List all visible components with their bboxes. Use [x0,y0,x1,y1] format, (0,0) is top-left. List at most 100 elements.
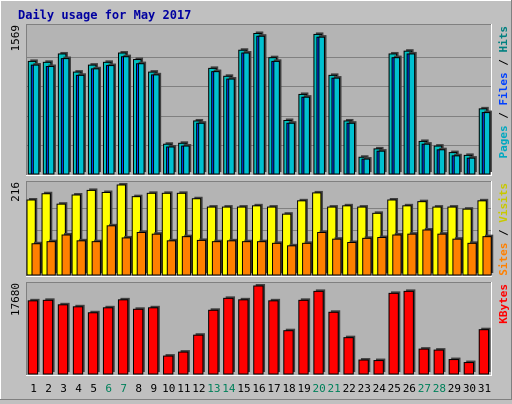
bar-pages-day-1 [32,64,40,175]
bar-sites-day-13 [211,241,222,276]
bar-pages-day-22 [348,122,356,175]
bar-pages-day-23 [363,158,371,175]
bar-pages-day-4 [77,74,85,175]
bar-pages-day-5 [92,68,100,175]
bar-kbytes-day-21 [328,311,339,375]
bar-kbytes-day-19 [298,299,309,375]
bar-sites-day-14 [226,240,237,276]
x-label-day-3: 3 [60,382,67,395]
bar-sites-day-4 [76,240,86,276]
bar-pages-day-10 [168,146,175,175]
bar-visits-day-4 [71,194,81,276]
bar-pages-day-11 [183,145,190,175]
bar-sites-day-1 [31,243,41,276]
bar-kbytes-day-8 [132,308,144,375]
bar-sites-day-18 [287,245,297,276]
bar-visits-day-12 [191,198,202,276]
bar-sites-day-12 [196,239,207,276]
bar-pages-day-15 [243,52,250,175]
bar-kbytes-day-6 [102,307,114,375]
bar-pages-day-24 [378,150,386,175]
bar-sites-day-28 [437,233,447,276]
bar-kbytes-day-1 [27,300,39,375]
bar-kbytes-day-20 [313,290,324,375]
bar-sites-day-9 [151,233,162,276]
x-label-day-29: 29 [448,382,461,395]
panel-top-legend-item: Hits [497,26,510,53]
x-label-day-8: 8 [135,382,142,395]
bar-pages-day-7 [123,56,130,175]
panel-top-legend-item: / [497,53,510,73]
x-label-day-23: 23 [358,382,371,395]
x-label-day-1: 1 [30,382,37,395]
x-label-day-19: 19 [297,382,310,395]
bar-sites-day-23 [362,237,372,276]
x-label-day-14: 14 [222,382,236,395]
bar-sites-day-20 [317,232,327,276]
bar-kbytes-day-16 [253,285,264,375]
bar-pages-day-16 [258,35,265,175]
bar-kbytes-day-11 [178,351,189,375]
bar-sites-day-27 [422,229,432,276]
panel-top-legend-item: Files [497,72,510,105]
bar-kbytes-day-14 [223,297,234,375]
x-label-day-15: 15 [237,382,250,395]
bar-kbytes-day-30 [463,362,475,375]
bar-pages-day-9 [153,74,160,175]
bar-kbytes-day-27 [418,348,429,375]
panel-middle-legend: Sites / Visits [497,183,510,276]
bar-pages-day-31 [483,112,491,175]
bar-pages-day-20 [318,36,325,175]
bar-sites-day-16 [256,241,267,276]
bar-sites-day-24 [377,237,387,276]
bar-pages-day-25 [393,57,401,175]
bar-sites-day-3 [61,234,71,276]
bar-visits-day-10 [161,192,172,276]
x-label-day-25: 25 [388,382,401,395]
bar-sites-day-5 [91,241,101,276]
bar-visits-day-17 [267,206,277,276]
x-label-day-6: 6 [105,382,112,395]
bar-sites-day-30 [467,242,477,276]
x-label-day-4: 4 [75,382,82,395]
bar-pages-day-29 [453,155,461,175]
bar-kbytes-day-31 [478,329,490,375]
bar-sites-day-7 [121,237,131,276]
bar-sites-day-21 [332,238,342,276]
bar-kbytes-day-22 [343,337,354,375]
bar-pages-day-21 [333,77,340,175]
bar-kbytes-day-29 [448,359,459,375]
x-label-day-28: 28 [433,382,446,395]
bar-kbytes-day-15 [238,299,249,375]
panel-top: 1569 Pages / Files / Hits [9,24,510,176]
bar-kbytes-day-26 [403,290,414,375]
bar-sites-day-17 [272,242,282,276]
x-label-day-5: 5 [90,382,97,395]
bar-visits-day-5 [86,189,96,276]
x-label-day-9: 9 [150,382,157,395]
panel-middle: 216 Sites / Visits [9,181,510,277]
x-label-day-11: 11 [177,382,190,395]
bar-kbytes-day-5 [87,312,99,375]
x-label-day-12: 12 [192,382,205,395]
bar-pages-day-27 [423,143,431,175]
x-label-day-13: 13 [207,382,220,395]
bar-visits-day-1 [26,199,36,276]
x-label-day-16: 16 [252,382,265,395]
bar-sites-day-11 [181,236,192,276]
panel-top-legend-item: Pages [497,125,510,158]
panel-middle-legend-item: Visits [497,183,510,223]
chart-panels: 1569 Pages / Files / Hits 216 Sites / Visit… [9,24,510,376]
bar-kbytes-day-25 [388,292,399,375]
bar-kbytes-day-12 [193,334,204,375]
bar-sites-day-19 [302,242,312,276]
x-label-day-31: 31 [478,382,491,395]
x-label-day-27: 27 [418,382,431,395]
panel-bottom-legend: KBytes [497,284,510,324]
bar-visits-day-2 [41,193,51,276]
panel-top-legend-item: / [497,106,510,126]
x-label-day-17: 17 [267,382,280,395]
bar-kbytes-day-9 [148,307,159,375]
